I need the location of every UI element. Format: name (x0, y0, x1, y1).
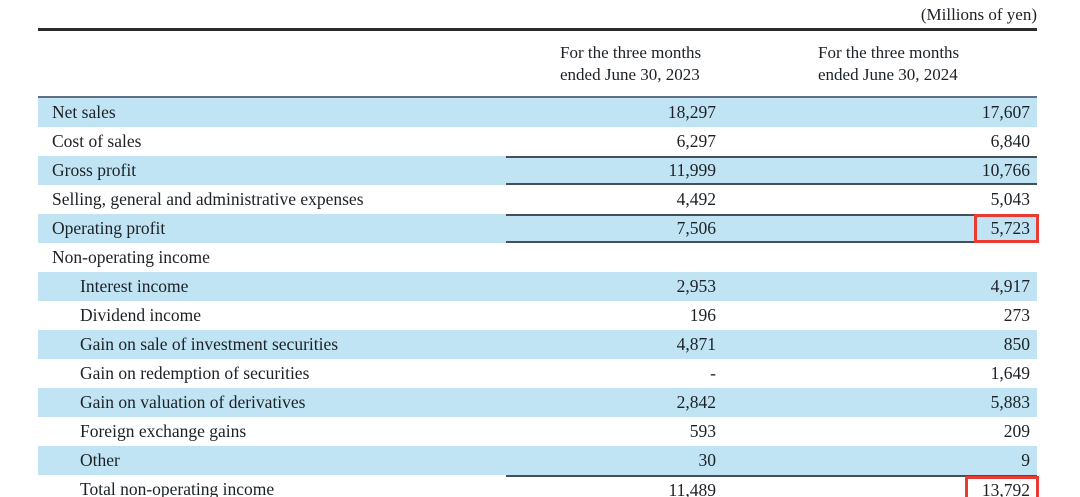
table-row-gain-redemption-securities: Gain on redemption of securities - 1,649 (38, 359, 1037, 388)
value-2023: 6,297 (676, 131, 716, 151)
table-row-foreign-exchange-gains: Foreign exchange gains 593 209 (38, 417, 1037, 446)
table-row-cost-of-sales: Cost of sales 6,297 6,840 (38, 127, 1037, 156)
row-label: Net sales (52, 102, 116, 122)
row-label: Non-operating income (52, 247, 210, 267)
value-2023: 11,489 (668, 480, 716, 497)
column-header-2023: For the three months ended June 30, 2023 (560, 42, 701, 86)
row-label: Selling, general and administrative expe… (52, 189, 364, 209)
column-header-2024-line2: ended June 30, 2024 (818, 65, 958, 84)
table-row-gross-profit: Gross profit 11,999 10,766 (38, 156, 1037, 185)
row-label: Foreign exchange gains (80, 421, 247, 441)
value-2024: 850 (1003, 334, 1030, 354)
row-label: Gain on sale of investment securities (80, 334, 339, 354)
column-header-2024: For the three months ended June 30, 2024 (818, 42, 959, 86)
row-label: Gain on valuation of derivatives (80, 392, 306, 412)
table-row-operating-profit: Operating profit 7,506 5,723 (38, 214, 1040, 243)
value-2023: 11,999 (668, 160, 716, 180)
column-header-2023-line2: ended June 30, 2023 (560, 65, 700, 84)
value-2024: 4,917 (990, 276, 1030, 296)
value-2024: 13,792 (716, 476, 1040, 497)
table-row-non-operating-income-header: Non-operating income (38, 243, 1037, 272)
column-header-2024-line1: For the three months (818, 43, 960, 62)
value-2023: 7,506 (676, 218, 716, 238)
table-row-gain-sale-investment-securities: Gain on sale of investment securities 4,… (38, 330, 1037, 359)
row-label: Total non-operating income (80, 479, 275, 497)
value-2023: 4,492 (676, 189, 716, 209)
table-row-sga-expenses: Selling, general and administrative expe… (38, 185, 1037, 214)
value-2023: - (710, 363, 716, 383)
row-label: Dividend income (80, 305, 202, 325)
value-2024: 9 (1021, 450, 1030, 470)
value-2024: 5,043 (990, 189, 1030, 209)
table-row-gain-valuation-derivatives: Gain on valuation of derivatives 2,842 5… (38, 388, 1037, 417)
value-2023: 18,297 (667, 102, 716, 122)
row-label: Other (80, 450, 120, 470)
table-row-interest-income: Interest income 2,953 4,917 (38, 272, 1037, 301)
highlight-box-operating-profit-2024: 5,723 (973, 214, 1040, 243)
top-rule (38, 28, 1037, 31)
value-2023: 2,842 (676, 392, 716, 412)
row-label: Gross profit (52, 160, 137, 180)
value-2023: 593 (689, 421, 716, 441)
highlight-box-total-non-operating-income-2024: 13,792 (964, 476, 1040, 497)
income-statement-table: Net sales 18,297 17,607 Cost of sales 6,… (38, 96, 1040, 497)
value-2024: 273 (1003, 305, 1030, 325)
row-label: Gain on redemption of securities (80, 363, 310, 383)
value-2024: 6,840 (990, 131, 1030, 151)
value-2024: 209 (1003, 421, 1030, 441)
column-header-2023-line1: For the three months (560, 43, 702, 62)
table-row-net-sales: Net sales 18,297 17,607 (38, 98, 1037, 127)
row-label: Interest income (80, 276, 189, 296)
unit-label: (Millions of yen) (920, 5, 1037, 24)
value-2024: 10,766 (981, 160, 1030, 180)
row-label: Operating profit (52, 218, 166, 238)
value-2023: 196 (689, 305, 716, 325)
value-2024: 17,607 (981, 102, 1030, 122)
row-label: Cost of sales (52, 131, 142, 151)
table-row-total-non-operating-income: Total non-operating income 11,489 13,792 (38, 475, 1040, 497)
value-2023: 2,953 (676, 276, 716, 296)
value-2024: 5,723 (716, 214, 1040, 243)
table-row-dividend-income: Dividend income 196 273 (38, 301, 1037, 330)
table-row-other: Other 30 9 (38, 446, 1037, 475)
value-2024: 5,883 (990, 392, 1030, 412)
value-2023: 30 (698, 450, 717, 470)
value-2023: 4,871 (676, 334, 716, 354)
value-2024: 1,649 (990, 363, 1030, 383)
